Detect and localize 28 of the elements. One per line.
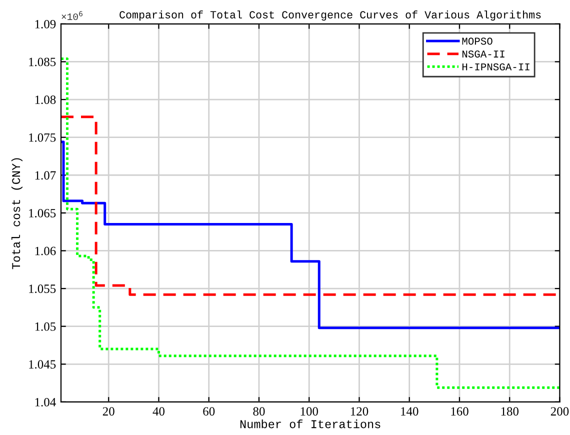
y-tick-label: 1.06 <box>35 246 56 256</box>
y-tick-label: 1.08 <box>35 96 56 104</box>
legend-label: NSGA-II <box>462 50 504 58</box>
y-tick-label: 1.05 <box>35 322 56 331</box>
x-tick-label: 80 <box>253 407 265 416</box>
y-tick-label: 1.07 <box>35 171 56 180</box>
x-tick-label: 100 <box>300 407 318 416</box>
x-tick-label: 140 <box>401 407 418 416</box>
x-tick-label: 180 <box>501 407 519 416</box>
x-tick-label: 60 <box>203 407 215 416</box>
y-tick-label: 1.055 <box>29 284 56 294</box>
y-axis-title: Total cost (CNY) <box>11 158 22 270</box>
legend-label: MOPSO <box>462 38 492 45</box>
y-tick-label: 1.075 <box>29 133 56 142</box>
x-tick-label: 20 <box>102 407 114 416</box>
x-tick-label: 200 <box>550 407 569 416</box>
y-tick-label: 1.045 <box>29 360 56 369</box>
y-tick-label: 1.085 <box>29 58 56 66</box>
x-axis-title: Number of Iterations <box>240 420 380 428</box>
chart-title: Comparison of Total Cost Convergence Curves of Various Algorithms <box>120 10 541 21</box>
text: ×10$^{6}$ <box>62 11 82 20</box>
x-tick-label: 40 <box>152 407 165 416</box>
y-tick-label: 1.04 <box>35 398 56 406</box>
x-tick-label: 160 <box>451 407 468 416</box>
legend-label: H-IPNSGA-II <box>462 63 530 70</box>
y-tick-label: 1.065 <box>29 208 56 218</box>
x-tick-label: 120 <box>350 407 368 416</box>
y-tick-label: 1.09 <box>35 20 56 28</box>
